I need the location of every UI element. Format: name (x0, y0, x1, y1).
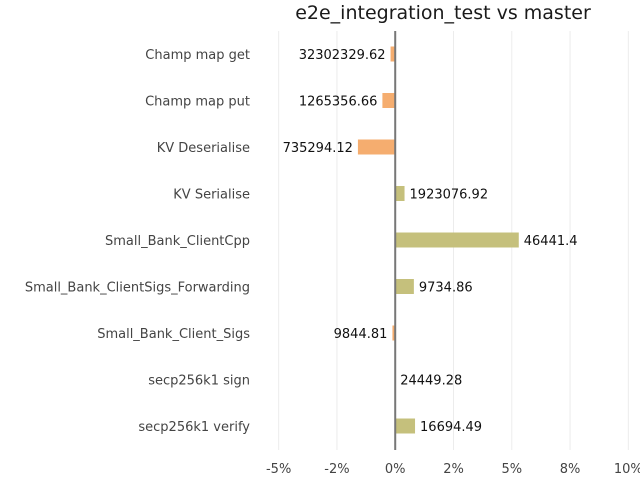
bar (392, 325, 396, 341)
x-tick-label: 5% (501, 462, 522, 477)
data-labels: 32302329.62 1265356.66 735294.12 1923076.92… (283, 48, 578, 435)
bar (390, 46, 396, 62)
data-label: 16694.49 (420, 420, 482, 435)
bar (395, 279, 414, 294)
category-label: KV Serialise (173, 188, 250, 203)
x-tick-label: 8% (560, 462, 581, 477)
data-label: 735294.12 (283, 141, 353, 156)
data-label: 9734.86 (419, 281, 473, 296)
data-label: 46441.4 (524, 234, 578, 249)
data-label: 1923076.92 (410, 188, 489, 203)
category-label: Champ map put (145, 95, 250, 110)
data-label: 9844.81 (334, 327, 388, 342)
x-tick-label: -5% (266, 462, 291, 477)
category-labels: Champ map get Champ map put KV Deserialise… (25, 48, 250, 435)
category-label: KV Deserialise (157, 141, 250, 156)
x-tick-label: 10% (614, 462, 640, 477)
category-label: secp256k1 sign (148, 374, 250, 389)
data-label: 32302329.62 (299, 48, 386, 63)
bar (357, 139, 396, 155)
data-label: 1265356.66 (299, 95, 378, 110)
data-label: 24449.28 (400, 374, 462, 389)
bars (357, 46, 519, 434)
category-label: Small_Bank_ClientCpp (105, 234, 250, 249)
chart-title: e2e_integration_test vs master (295, 2, 591, 24)
bar (382, 93, 396, 108)
bar (395, 186, 405, 201)
x-tick-label: 0% (385, 462, 406, 477)
x-tick-label: 2% (443, 462, 464, 477)
bar (395, 418, 416, 434)
x-axis-ticks: -5% -2% 0% 2% 5% 8% 10% (266, 462, 640, 477)
category-label: secp256k1 verify (138, 420, 250, 435)
bar (395, 232, 519, 248)
category-label: Small_Bank_Client_Sigs (97, 327, 250, 342)
x-tick-label: -2% (324, 462, 349, 477)
category-label: Small_Bank_ClientSigs_Forwarding (25, 281, 250, 296)
category-label: Champ map get (145, 48, 250, 63)
